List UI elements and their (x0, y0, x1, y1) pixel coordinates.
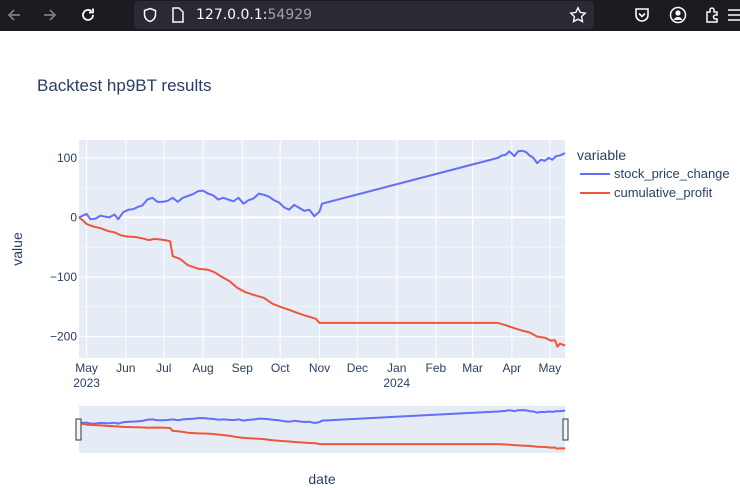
y-axis-label: value (9, 232, 25, 266)
x-tick-label: Apr (502, 361, 521, 375)
url-text[interactable]: 127.0.0.1:54929 (196, 7, 312, 23)
legend-item-cumulative-profit[interactable]: cumulative_profit (580, 185, 713, 200)
url-bar[interactable]: 127.0.0.1:54929 (134, 1, 594, 29)
y-axis-ticks: 100 0 −100 −200 (50, 151, 77, 344)
pocket-icon[interactable] (628, 2, 656, 28)
legend-title: variable (577, 147, 626, 163)
x-tick-label: Dec (347, 361, 368, 375)
slider-series-line-stock-price-change (78, 409, 566, 425)
back-arrow-icon[interactable] (0, 2, 28, 28)
legend: variable stock_price_change cumulative_p… (577, 147, 730, 200)
url-port: 54929 (267, 7, 313, 23)
x-tick-label: Sep (232, 361, 254, 375)
range-slider-left-handle[interactable] (75, 418, 82, 441)
x-axis-ticks: May Jun Jul Aug Sep Oct Nov Dec Jan Feb Mar Apr May2… (73, 361, 561, 390)
plot-background[interactable] (79, 140, 565, 358)
chart-lines (78, 149, 566, 348)
x-year-label: 2023 (73, 376, 100, 390)
x-tick-label: Nov (309, 361, 330, 375)
shield-icon[interactable] (136, 2, 164, 28)
x-tick-label: May (538, 361, 561, 375)
extensions-icon[interactable] (699, 2, 727, 28)
page-icon (164, 2, 192, 28)
forward-arrow-icon[interactable] (36, 2, 64, 28)
x-tick-label: Jun (116, 361, 135, 375)
range-slider-background[interactable] (79, 406, 565, 453)
menu-icon[interactable] (726, 2, 740, 28)
page-title: Backtest hp9BT results (37, 76, 212, 95)
range-slider-lines (78, 409, 566, 450)
x-tick-label: May (75, 361, 98, 375)
legend-label: cumulative_profit (614, 185, 713, 200)
x-year-label: 2024 (383, 376, 410, 390)
range-slider[interactable] (75, 406, 569, 453)
y-tick-label: 0 (70, 210, 77, 224)
url-host: 127.0.0.1: (196, 7, 268, 23)
legend-label: stock_price_change (614, 166, 730, 181)
series-line-stock-price-change[interactable] (78, 149, 566, 221)
y-tick-label: −100 (50, 270, 77, 284)
chart-grid (79, 140, 565, 358)
account-icon[interactable] (664, 2, 692, 28)
x-tick-label: Jul (156, 361, 171, 375)
star-icon[interactable] (564, 2, 592, 28)
range-slider-right-handle[interactable] (562, 418, 569, 441)
legend-item-stock-price-change[interactable]: stock_price_change (580, 166, 730, 181)
reload-icon[interactable] (74, 2, 102, 28)
x-tick-label: Feb (426, 361, 447, 375)
y-tick-label: 100 (57, 151, 77, 165)
x-tick-label: Mar (462, 361, 483, 375)
x-axis-label: date (308, 471, 335, 487)
browser-toolbar: 127.0.0.1:54929 (0, 0, 740, 31)
x-tick-label: Aug (192, 361, 213, 375)
slider-series-line-cumulative-profit (78, 422, 566, 450)
x-tick-label: Oct (271, 361, 290, 375)
y-tick-label: −200 (50, 330, 77, 344)
x-tick-label: Jan (387, 361, 406, 375)
series-line-cumulative-profit[interactable] (78, 216, 566, 348)
